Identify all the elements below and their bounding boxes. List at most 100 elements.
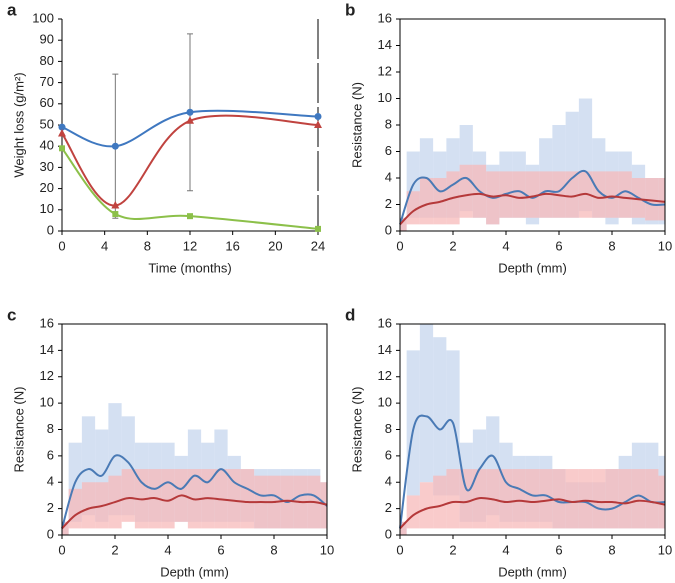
line [61, 109, 319, 148]
y-tick-label: 10 [40, 201, 54, 216]
band [645, 469, 659, 529]
plot-frame [399, 323, 666, 536]
x-tick-label: 12 [183, 238, 197, 253]
band [81, 482, 96, 529]
panel-label: c [7, 305, 16, 324]
y-tick-label: 6 [385, 447, 392, 462]
line [399, 192, 666, 226]
y-tick-label: 70 [40, 74, 54, 89]
marker [111, 201, 120, 209]
y-tick-label: 0 [47, 526, 54, 541]
band [578, 469, 593, 529]
x-tick-label: 10 [658, 238, 672, 253]
line [61, 114, 319, 207]
band [400, 521, 407, 535]
band [419, 178, 434, 225]
plot-frame [399, 18, 666, 232]
x-axis-label: Depth (mm) [498, 260, 567, 275]
x-tick-label: 2 [111, 542, 118, 557]
y-tick-label: 80 [40, 53, 54, 68]
marker [187, 213, 193, 220]
band [406, 350, 420, 496]
panel-d: d Depth (mm) Resistance (N) 0 2 4 6 8 10 12 14 16 0 2… [345, 305, 672, 579]
band [121, 469, 135, 522]
y-tick-label: 0 [385, 526, 392, 541]
y-tick-label: 12 [378, 368, 392, 383]
band [433, 337, 447, 496]
x-tick-label: 0 [58, 238, 65, 253]
x-tick-label: 6 [217, 542, 224, 557]
x-tick-label: 8 [608, 238, 615, 253]
y-tick-label: 0 [385, 222, 392, 237]
y-tick-label: 50 [40, 116, 54, 131]
y-tick-label: 90 [40, 32, 54, 47]
panel-a: a Time (months) Weight loss (g/m²) 0 10 20 30 4… [7, 0, 325, 275]
y-tick-label: 0 [47, 222, 54, 237]
y-tick-label: 14 [40, 342, 54, 357]
line [399, 496, 666, 530]
x-tick-label: 8 [144, 238, 151, 253]
x-tick-label: 0 [396, 238, 403, 253]
x-tick-label: 0 [58, 542, 65, 557]
band [565, 469, 579, 529]
marker [315, 225, 321, 232]
y-tick-label: 100 [32, 10, 54, 25]
band [433, 475, 447, 529]
y-tick-label: 2 [385, 196, 392, 211]
marker [112, 211, 119, 218]
x-tick-label: 16 [225, 238, 239, 253]
x-tick-label: 4 [101, 238, 108, 253]
band [605, 171, 619, 218]
x-axis-label: Depth (mm) [160, 564, 229, 579]
marker [58, 123, 66, 131]
panel-b: b Depth (mm) Resistance (N) 0 2 4 6 8 10 12 14 16 0 2… [345, 0, 672, 275]
band [406, 191, 420, 225]
band [400, 217, 407, 231]
panel-c: c Depth (mm) Resistance (N) 0 2 4 6 8 10 12 14 16 0 2… [7, 305, 334, 579]
y-axis-label: Resistance (N) [349, 387, 364, 473]
x-tick-label: 10 [320, 542, 334, 557]
y-tick-label: 12 [378, 63, 392, 78]
y-tick-label: 14 [378, 37, 392, 52]
y-tick-label: 10 [40, 395, 54, 410]
panel-label: d [345, 305, 355, 324]
line [399, 414, 666, 529]
y-tick-label: 60 [40, 95, 54, 110]
y-axis-label: Resistance (N) [11, 387, 26, 473]
band [592, 171, 606, 218]
marker [59, 145, 65, 152]
y-tick-label: 8 [47, 421, 54, 436]
x-tick-label: 8 [270, 542, 277, 557]
y-tick-label: 16 [40, 315, 54, 330]
y-tick-label: 16 [378, 10, 392, 25]
y-tick-label: 14 [378, 342, 392, 357]
x-tick-label: 6 [555, 542, 562, 557]
x-tick-label: 24 [311, 238, 325, 253]
band [459, 164, 473, 218]
y-tick-label: 2 [385, 500, 392, 515]
band [592, 469, 606, 529]
band [446, 469, 460, 529]
marker [186, 108, 194, 116]
y-tick-label: 20 [40, 180, 54, 195]
x-tick-label: 6 [555, 238, 562, 253]
band [499, 469, 513, 529]
marker [314, 120, 322, 128]
line [61, 147, 319, 230]
marker [111, 142, 119, 150]
band [658, 178, 665, 221]
y-tick-label: 6 [47, 447, 54, 462]
band [618, 469, 632, 529]
x-tick-label: 4 [502, 542, 509, 557]
y-tick-label: 4 [47, 474, 54, 489]
y-tick-label: 2 [47, 500, 54, 515]
y-tick-label: 10 [378, 395, 392, 410]
line [61, 494, 328, 530]
band [539, 469, 553, 529]
y-tick-label: 12 [40, 368, 54, 383]
x-axis-label: Time (months) [148, 260, 231, 275]
y-tick-label: 8 [385, 421, 392, 436]
band [605, 469, 619, 529]
band [512, 171, 526, 218]
